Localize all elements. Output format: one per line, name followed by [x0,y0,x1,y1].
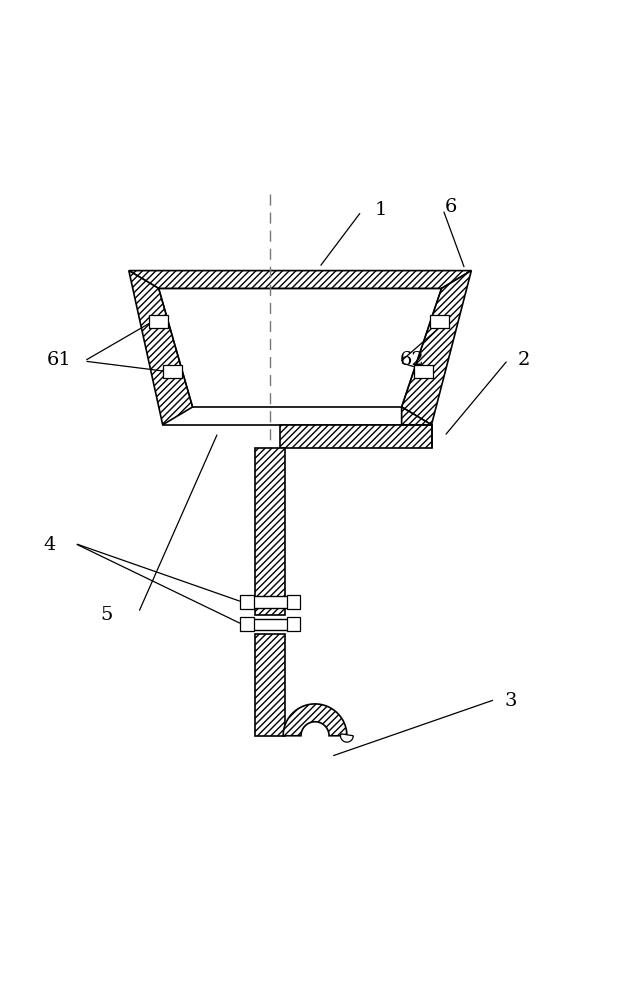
Polygon shape [129,271,471,288]
Polygon shape [340,734,353,742]
Polygon shape [402,271,471,425]
Polygon shape [287,595,301,609]
Polygon shape [159,288,442,407]
Polygon shape [280,425,431,448]
Text: 1: 1 [374,201,387,219]
Polygon shape [240,617,254,631]
Text: 6: 6 [444,198,457,216]
Polygon shape [402,407,431,425]
Text: 3: 3 [505,692,517,710]
Text: 61: 61 [46,351,71,369]
Polygon shape [255,634,285,736]
Text: 5: 5 [100,606,113,624]
Text: 62: 62 [400,351,425,369]
Polygon shape [255,448,285,615]
Polygon shape [245,619,295,630]
Polygon shape [287,617,301,631]
Polygon shape [163,365,182,378]
Polygon shape [149,315,168,328]
Polygon shape [240,595,254,609]
Polygon shape [129,271,193,425]
Polygon shape [413,365,433,378]
Polygon shape [430,315,449,328]
Text: 2: 2 [518,351,530,369]
Polygon shape [283,704,347,736]
Text: 4: 4 [43,536,56,554]
Polygon shape [245,596,295,608]
